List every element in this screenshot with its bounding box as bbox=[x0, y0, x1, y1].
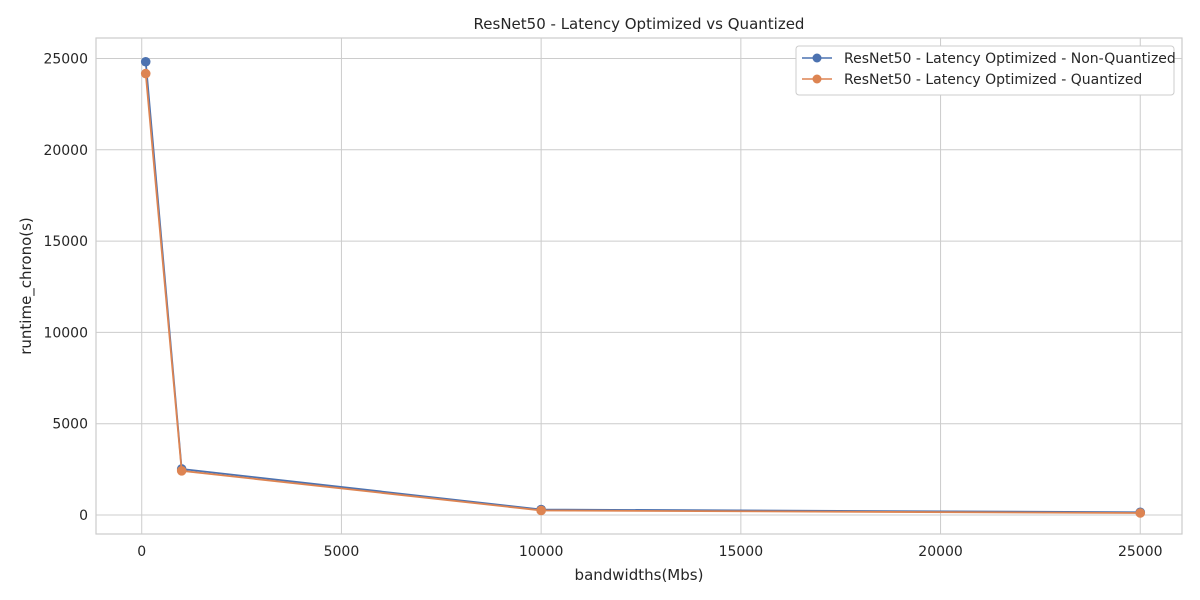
x-tick-label: 5000 bbox=[324, 544, 360, 560]
legend: ResNet50 - Latency Optimized - Non-Quant… bbox=[795, 45, 1176, 96]
x-axis-label: bandwidths(Mbs) bbox=[575, 566, 704, 584]
x-tick-label: 10000 bbox=[519, 544, 564, 560]
x-tick-label: 25000 bbox=[1118, 544, 1163, 560]
plot-area bbox=[96, 38, 1182, 534]
axes-frame bbox=[95, 37, 1183, 535]
y-tick-label: 0 bbox=[79, 508, 88, 524]
legend-label-non-quantized: ResNet50 - Latency Optimized - Non-Quant… bbox=[844, 51, 1176, 67]
x-tick-labels: 0 5000 10000 15000 20000 25000 bbox=[137, 544, 1162, 560]
y-tick-label: 15000 bbox=[43, 234, 88, 250]
x-tick-label: 20000 bbox=[918, 544, 963, 560]
y-axis-label: runtime_chrono(s) bbox=[17, 217, 36, 355]
legend-label-quantized: ResNet50 - Latency Optimized - Quantized bbox=[844, 72, 1142, 88]
data-point bbox=[140, 56, 151, 67]
y-tick-labels: 0 5000 10000 15000 20000 25000 bbox=[43, 51, 88, 524]
legend-marker-quantized bbox=[812, 74, 822, 84]
series-quantized bbox=[140, 68, 1146, 518]
series-layer bbox=[140, 56, 1146, 518]
x-tick-label: 0 bbox=[137, 544, 146, 560]
data-point bbox=[140, 68, 151, 79]
grid bbox=[96, 38, 1182, 534]
y-tick-label: 25000 bbox=[43, 51, 88, 67]
y-tick-label: 20000 bbox=[43, 143, 88, 159]
data-point bbox=[1135, 508, 1146, 518]
legend-marker-non-quantized bbox=[812, 53, 822, 63]
y-tick-label: 5000 bbox=[52, 417, 88, 433]
series-line bbox=[144, 73, 1141, 514]
chart-title: ResNet50 - Latency Optimized vs Quantize… bbox=[474, 15, 805, 33]
data-point bbox=[536, 505, 546, 516]
x-tick-label: 15000 bbox=[719, 544, 764, 560]
legend-box bbox=[795, 45, 1175, 96]
y-tick-label: 10000 bbox=[43, 325, 88, 341]
data-point bbox=[176, 466, 187, 476]
plot-frame bbox=[95, 37, 1183, 535]
